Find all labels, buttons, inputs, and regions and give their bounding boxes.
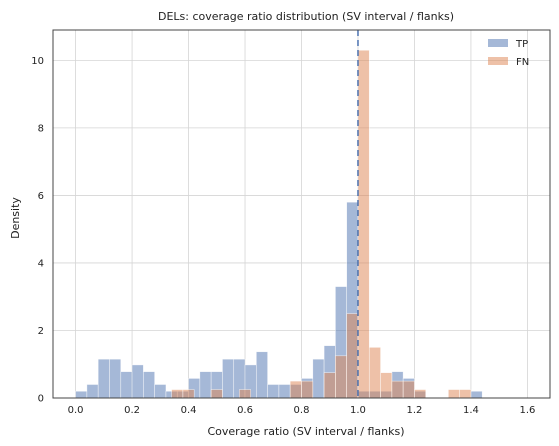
legend-label-fn: FN [516,57,529,68]
bar-tp [109,358,122,399]
bar-fn [414,389,427,399]
bar-fn [448,389,460,399]
chart-title: DELs: coverage ratio distribution (SV in… [158,10,454,23]
y-tick-labels: 0 2 4 6 8 10 [31,56,44,405]
x-tick-label: 0.8 [294,405,310,416]
bar-fn [402,380,415,399]
bar-tp [143,371,155,399]
bar-fn [289,380,302,399]
y-tick-label: 8 [38,123,44,134]
bar-tp [312,358,325,399]
bar-fn [239,389,251,399]
bars-layer [75,49,483,399]
y-tick-label: 0 [38,394,44,405]
bar-fn [171,389,184,399]
bar-tp [131,364,144,399]
x-tick-label: 0.4 [181,405,197,416]
y-tick-label: 2 [38,326,44,337]
bar-tp [267,384,280,399]
bar-tp [222,358,235,399]
bar-fn [357,49,370,399]
bar-tp [199,371,212,399]
bar-tp [470,390,483,399]
y-tick-label: 6 [38,191,44,202]
legend-swatch-tp [488,39,508,47]
x-tick-label: 1.4 [463,405,479,416]
x-tick-label: 0.0 [68,405,84,416]
bar-tp [86,384,99,399]
bar-fn [459,389,472,399]
x-tick-label: 1.2 [407,405,423,416]
x-tick-label: 1.0 [350,405,366,416]
x-tick-labels: 0.0 0.2 0.4 0.6 0.8 1.0 1.2 1.4 1.6 [68,405,536,416]
bar-fn [380,372,393,399]
x-tick-label: 1.6 [519,405,535,416]
y-axis-title: Density [9,197,22,239]
legend: TP FN [488,39,529,68]
bar-fn [301,380,314,399]
legend-swatch-fn [488,57,508,65]
bar-tp [278,384,291,399]
bar-fn [323,372,336,399]
bar-tp [256,351,268,399]
x-tick-label: 0.2 [124,405,140,416]
x-tick-label: 0.6 [237,405,253,416]
bar-fn [210,389,223,399]
plot-frame [52,29,551,399]
legend-label-tp: TP [515,39,528,50]
bar-tp [75,390,88,399]
x-axis-title: Coverage ratio (SV interval / flanks) [207,425,404,438]
bar-fn [391,380,404,399]
bar-fn [368,347,381,399]
bar-tp [120,371,133,399]
bar-fn [335,355,347,399]
y-tick-label: 10 [31,56,44,67]
bar-fn [346,313,359,399]
bar-fn [182,389,195,399]
bar-tp [97,358,110,399]
bar-tp [154,384,167,399]
y-tick-label: 4 [38,258,44,269]
